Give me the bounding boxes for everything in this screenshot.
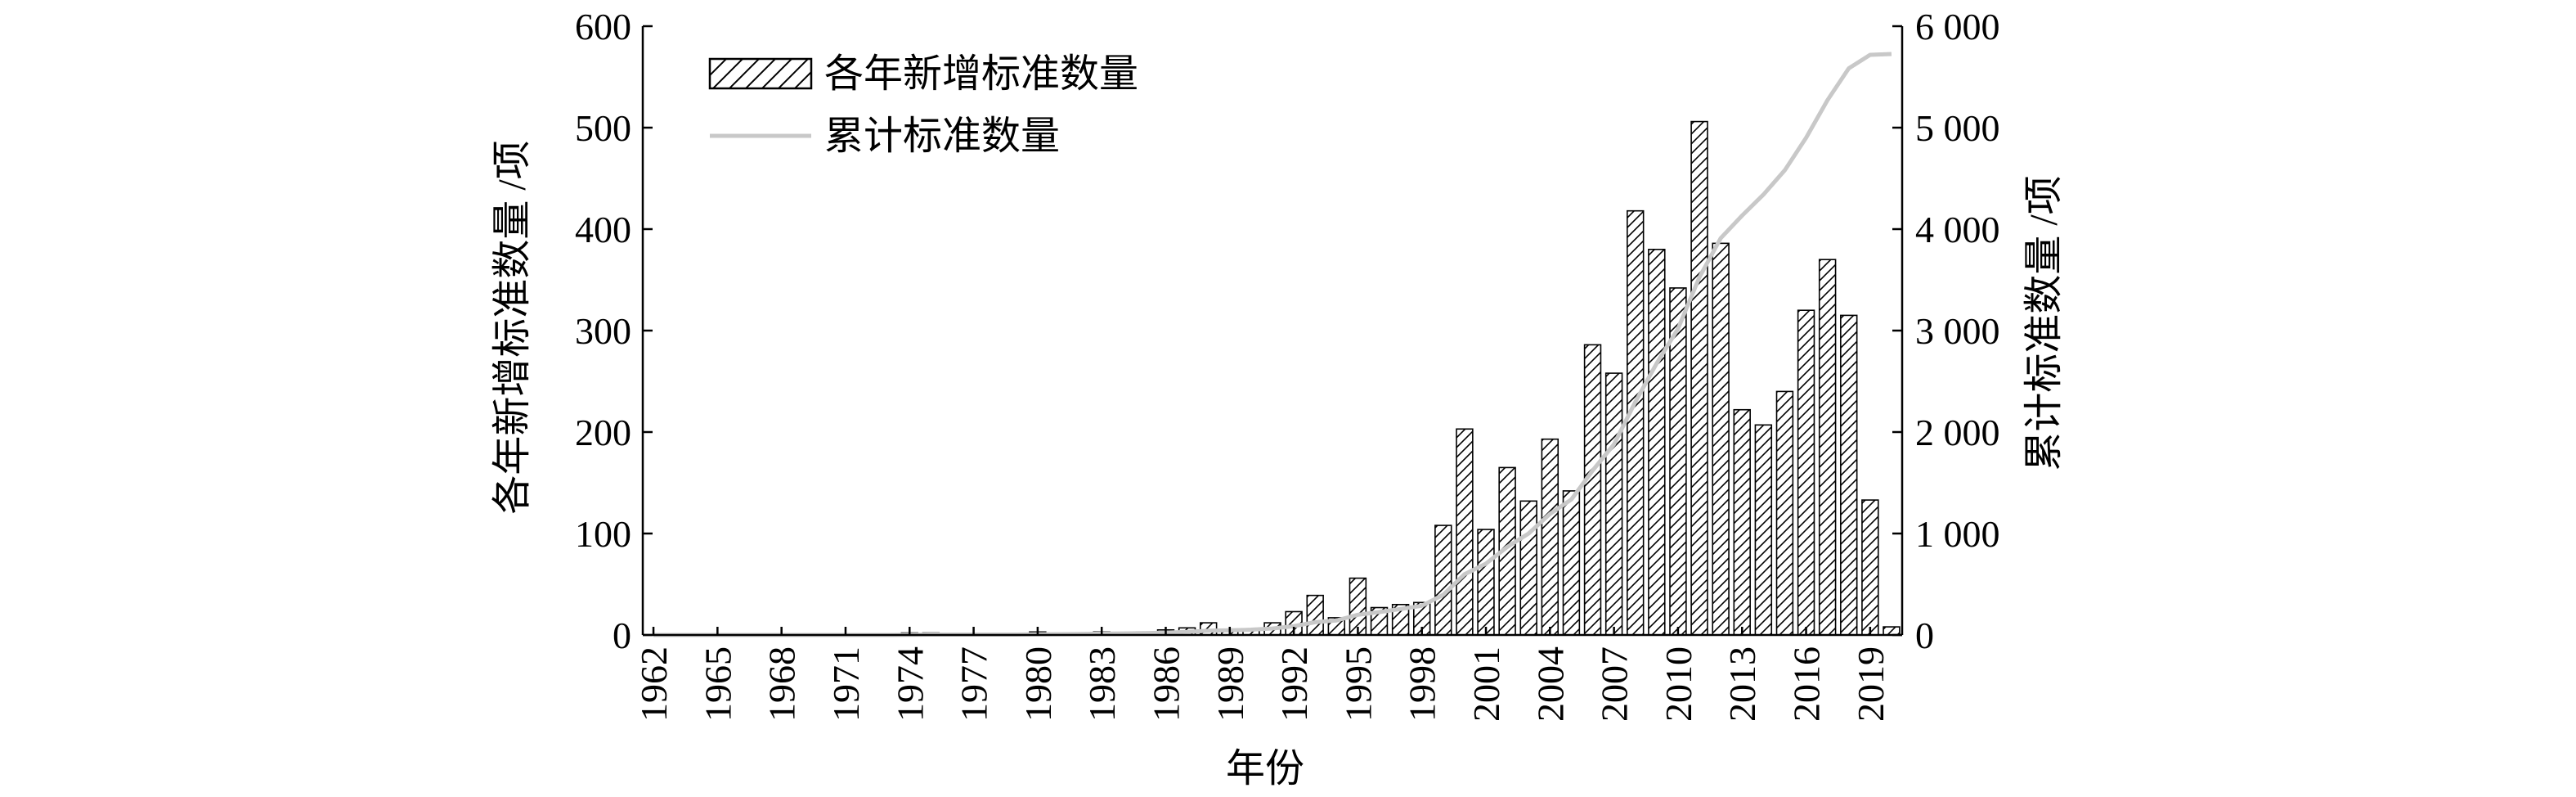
y-right-tick-label: 3 000	[1915, 310, 2000, 352]
y-left-tick-label: 300	[575, 310, 631, 352]
y-left-tick-label: 400	[575, 209, 631, 250]
x-tick-label: 2010	[1658, 646, 1699, 722]
x-tick-label: 1992	[1273, 646, 1315, 722]
bar	[1648, 248, 1666, 636]
x-tick-label: 1974	[889, 646, 931, 722]
y-right-axis-ticks: 0 1 000 2 000 3 000 4 000 5 000 6 000	[1892, 6, 2000, 656]
bar	[1562, 490, 1581, 636]
x-tick-label: 2019	[1850, 646, 1892, 722]
legend-bar-label: 各年新增标准数量	[824, 52, 1138, 96]
bar-series	[900, 120, 1901, 636]
x-tick-label: 1980	[1017, 646, 1059, 722]
y-left-tick-label: 0	[613, 615, 631, 656]
bar	[1541, 438, 1560, 636]
legend: 各年新增标准数量 累计标准数量	[708, 52, 1138, 158]
bar	[1306, 594, 1324, 636]
x-tick-label: 2001	[1465, 646, 1507, 722]
bar	[1583, 344, 1602, 636]
x-axis-title: 年份	[1226, 747, 1304, 790]
bar	[1690, 120, 1708, 636]
bar	[1456, 428, 1474, 636]
x-tick-label: 2016	[1786, 646, 1828, 722]
y-left-tick-label: 200	[575, 412, 631, 453]
x-tick-label: 2007	[1594, 646, 1636, 722]
bar	[1627, 209, 1645, 636]
legend-line-label: 累计标准数量	[824, 115, 1060, 158]
bar	[1733, 408, 1751, 636]
x-tick-label: 1986	[1145, 646, 1187, 722]
bar	[1861, 499, 1879, 636]
y-left-tick-label: 600	[575, 6, 631, 47]
bar	[1775, 390, 1794, 636]
x-tick-label: 1968	[761, 646, 803, 722]
bar	[1840, 314, 1858, 636]
y-right-tick-label: 6 000	[1915, 6, 2000, 47]
bar	[1519, 500, 1537, 636]
y-left-axis-ticks: 0 100 200 300 400 500 600	[575, 6, 653, 656]
bar	[1477, 529, 1495, 636]
bar	[1818, 259, 1837, 636]
x-tick-label: 1998	[1402, 646, 1443, 722]
x-tick-label: 1965	[697, 646, 738, 722]
bar	[1434, 525, 1452, 636]
legend-bar-swatch	[708, 57, 813, 90]
bar	[1883, 626, 1901, 636]
bar	[1604, 372, 1623, 636]
x-tick-label: 2013	[1721, 646, 1763, 722]
y-right-tick-label: 4 000	[1915, 209, 2000, 250]
y-right-axis-title: 累计标准数量 /项	[2022, 175, 2066, 471]
x-tick-label: 1962	[633, 646, 675, 722]
y-left-axis-title: 各年新增标准数量 /项	[491, 140, 534, 514]
x-axis-ticks: 1962 1965 1968 1971 1974 1977 1980 1983 1986 1989…	[633, 627, 1892, 722]
y-right-tick-label: 5 000	[1915, 107, 2000, 149]
x-tick-label: 1971	[825, 646, 867, 722]
bar	[1797, 309, 1815, 636]
x-tick-label: 1995	[1337, 646, 1379, 722]
y-right-tick-label: 2 000	[1915, 412, 2000, 453]
x-tick-label: 1977	[954, 646, 995, 722]
x-tick-label: 2004	[1529, 646, 1571, 722]
bar	[1712, 242, 1730, 636]
x-tick-label: 1983	[1081, 646, 1123, 722]
bar	[1754, 424, 1773, 636]
x-tick-label: 1989	[1209, 646, 1251, 722]
y-right-tick-label: 1 000	[1915, 513, 2000, 555]
y-right-tick-label: 0	[1915, 615, 1934, 656]
y-left-tick-label: 500	[575, 107, 631, 149]
bar	[1349, 577, 1367, 636]
y-left-tick-label: 100	[575, 513, 631, 555]
